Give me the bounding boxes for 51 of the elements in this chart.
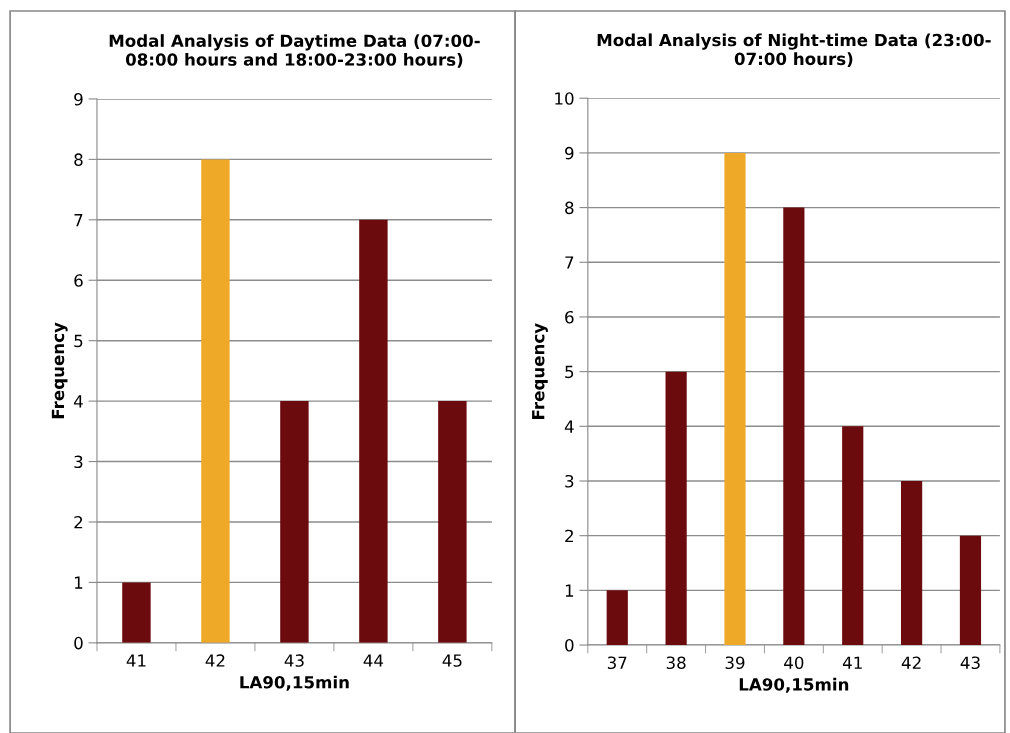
bar bbox=[901, 480, 923, 646]
y-axis-title: Frequency bbox=[51, 322, 68, 419]
y-tick-label: 1 bbox=[74, 576, 83, 589]
bar bbox=[606, 590, 628, 646]
x-tick-label: 38 bbox=[666, 656, 686, 670]
y-tick-label: 0 bbox=[74, 636, 83, 650]
y-tick-label: 5 bbox=[565, 365, 574, 379]
y-tick-label: 9 bbox=[74, 92, 83, 106]
y-tick-label: 6 bbox=[565, 310, 574, 324]
y-tick-label: 2 bbox=[74, 515, 83, 529]
x-tick-label: 39 bbox=[725, 656, 745, 670]
bar bbox=[359, 219, 388, 643]
x-axis-title: LA90,15min bbox=[739, 677, 849, 693]
y-tick-label: 1 bbox=[565, 584, 574, 597]
y-tick-label: 8 bbox=[565, 201, 574, 215]
bar bbox=[280, 401, 309, 643]
x-tick-label: 42 bbox=[205, 654, 225, 667]
bar bbox=[842, 426, 864, 646]
y-tick-label: 3 bbox=[565, 474, 574, 488]
y-tick-label: 9 bbox=[565, 146, 574, 160]
x-tick-label: 43 bbox=[284, 654, 304, 667]
x-tick-label: 45 bbox=[442, 654, 462, 667]
x-tick-label: 43 bbox=[960, 656, 980, 670]
x-tick-label: 44 bbox=[363, 654, 384, 667]
x-tick-label: 40 bbox=[784, 656, 804, 670]
y-tick-label: 7 bbox=[74, 214, 83, 227]
x-axis-title: LA90,15min bbox=[240, 675, 349, 691]
x-tick-label: 42 bbox=[901, 656, 921, 669]
bar bbox=[438, 401, 467, 643]
y-tick-label: 8 bbox=[74, 153, 83, 166]
y-tick-label: 7 bbox=[565, 256, 574, 269]
x-tick-label: 37 bbox=[607, 656, 627, 670]
y-tick-label: 4 bbox=[564, 420, 574, 433]
bar bbox=[959, 535, 982, 646]
y-tick-label: 3 bbox=[74, 455, 83, 469]
chart-title: Modal Analysis of Night-time Data (23:00- 07:00 hours) bbox=[597, 33, 991, 68]
y-tick-label: 0 bbox=[565, 639, 574, 652]
bar bbox=[201, 159, 230, 643]
chart-title: Modal Analysis of Daytime Data (07:00- 08:00 hours and 18:00-23:00 hours) bbox=[109, 34, 480, 68]
y-tick-label: 2 bbox=[565, 529, 573, 543]
y-tick-label: 5 bbox=[74, 334, 83, 348]
x-tick-label: 41 bbox=[126, 654, 146, 667]
bar bbox=[783, 207, 805, 646]
y-tick-label: 4 bbox=[73, 395, 83, 408]
x-tick-label: 41 bbox=[842, 656, 862, 669]
y-tick-label: 10 bbox=[555, 92, 574, 105]
bar bbox=[665, 371, 687, 646]
bar bbox=[122, 582, 151, 643]
y-axis-title: Frequency bbox=[532, 323, 548, 419]
y-tick-label: 6 bbox=[74, 274, 83, 287]
bar bbox=[724, 152, 746, 646]
